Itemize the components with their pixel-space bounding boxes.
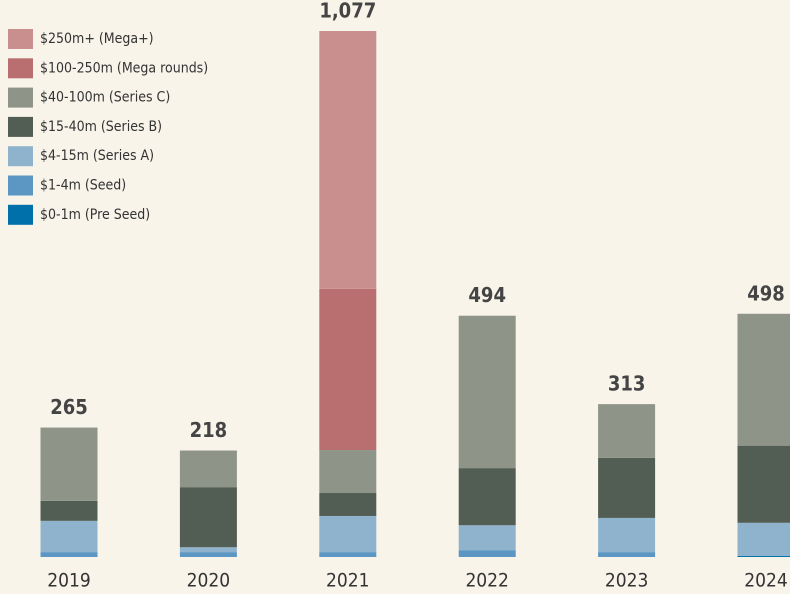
x-tick-label: 2021 [326,570,370,592]
x-tick-label: 2020 [187,570,231,592]
legend-label: $250m+ (Mega+) [40,31,154,47]
x-tick-label: 2022 [465,570,509,592]
bar-segment [319,450,377,494]
legend-label: $1-4m (Seed) [40,178,126,194]
x-tick-label: 2019 [47,570,91,592]
legend-swatch [8,29,33,49]
bar-segment [458,468,516,526]
bar-segment [40,427,98,501]
bar-segment [598,404,656,458]
bar-segment [40,520,98,553]
bar-segment [319,30,377,289]
legend-label: $100-250m (Mega rounds) [40,60,208,76]
total-label: 498 [747,281,785,305]
legend-swatch [8,204,33,225]
legend-swatch [8,58,33,79]
bar-segment [598,552,656,557]
bar-segment [598,517,656,553]
bar-segment [598,457,656,518]
x-tick-label: 2024 [744,570,788,592]
total-label: 313 [608,372,646,396]
total-label: 494 [468,283,506,307]
bar-segment [319,515,377,553]
bar-segment [737,522,790,557]
bar-segment [319,552,377,557]
bar-segment [737,556,790,557]
legend-swatch [8,116,33,137]
total-label: 1,077 [319,0,376,22]
legend-label: $15-40m (Series B) [40,119,162,135]
legend-swatch [8,175,33,196]
bar-segment [319,288,377,451]
legend-swatch [8,146,33,167]
bar-segment [179,450,237,488]
total-label: 218 [190,418,228,442]
bar-segment [458,315,516,469]
bar-segment [40,552,98,557]
total-label: 265 [50,395,88,419]
bar-segment [737,313,790,446]
bar-segment [40,500,98,521]
bar-segment [458,525,516,551]
x-tick-label: 2023 [605,570,649,592]
bar-segment [179,547,237,553]
legend-label: $4-15m (Series A) [40,148,154,164]
bar-segment [737,445,790,523]
bar-segment [179,487,237,548]
bar-segment [179,552,237,557]
legend-swatch [8,87,33,108]
bar-segment [319,493,377,516]
bar-segment [458,550,516,557]
legend-label: $0-1m (Pre Seed) [40,207,150,223]
legend-label: $40-100m (Series C) [40,90,170,106]
